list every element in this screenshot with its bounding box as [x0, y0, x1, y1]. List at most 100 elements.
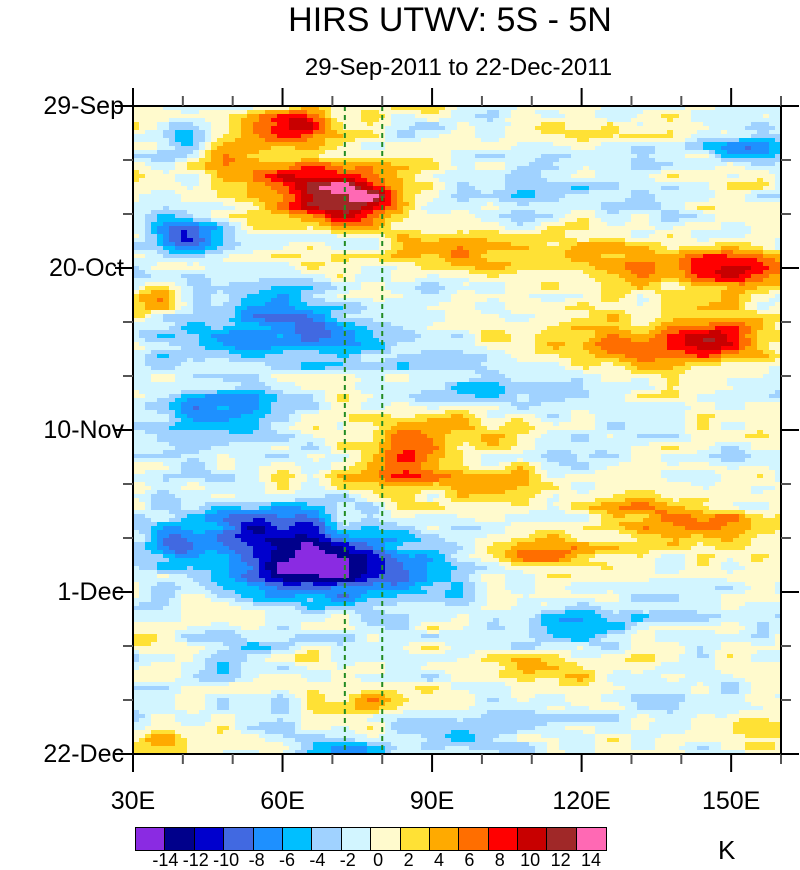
- heatmap-cell: [307, 118, 314, 123]
- heatmap-cell: [469, 222, 476, 227]
- heatmap-cell: [361, 238, 368, 243]
- heatmap-cell: [325, 218, 332, 223]
- heatmap-cell: [733, 110, 740, 115]
- heatmap-cell: [343, 246, 350, 251]
- heatmap-cell: [709, 146, 716, 151]
- heatmap-cell: [289, 222, 296, 227]
- heatmap-cell: [535, 110, 542, 115]
- heatmap-cell: [361, 138, 368, 143]
- heatmap-cell: [151, 278, 158, 283]
- heatmap-cell: [679, 166, 686, 171]
- heatmap-cell: [703, 214, 710, 219]
- heatmap-cell: [505, 134, 512, 139]
- heatmap-cell: [337, 218, 344, 223]
- heatmap-cell: [775, 198, 782, 203]
- heatmap-cell: [553, 238, 560, 243]
- heatmap-cell: [361, 198, 368, 203]
- heatmap-cell: [733, 150, 740, 155]
- heatmap-cell: [589, 158, 596, 163]
- heatmap-cell: [499, 198, 506, 203]
- heatmap-cell: [409, 130, 416, 135]
- heatmap-cell: [415, 194, 422, 199]
- heatmap-cell: [385, 266, 392, 271]
- heatmap-cell: [481, 222, 488, 227]
- heatmap-cell: [433, 238, 440, 243]
- heatmap-cell: [421, 138, 428, 143]
- heatmap-cell: [775, 194, 782, 199]
- heatmap-cell: [331, 218, 338, 223]
- heatmap-cell: [283, 118, 290, 123]
- heatmap-cell: [697, 282, 704, 287]
- heatmap-cell: [763, 106, 770, 111]
- heatmap-cell: [673, 282, 680, 287]
- heatmap-cell: [379, 146, 386, 151]
- heatmap-cell: [691, 150, 698, 155]
- heatmap-cell: [235, 290, 242, 295]
- heatmap-cell: [367, 142, 374, 147]
- heatmap-cell: [247, 198, 254, 203]
- heatmap-cell: [631, 114, 638, 119]
- heatmap-cell: [181, 226, 188, 231]
- heatmap-cell: [427, 278, 434, 283]
- heatmap-cell: [469, 282, 476, 287]
- heatmap-cell: [307, 166, 314, 171]
- heatmap-cell: [511, 202, 518, 207]
- heatmap-cell: [727, 118, 734, 123]
- heatmap-cell: [181, 122, 188, 127]
- heatmap-cell: [295, 138, 302, 143]
- heatmap-cell: [613, 266, 620, 271]
- heatmap-cell: [625, 194, 632, 199]
- heatmap-cell: [403, 230, 410, 235]
- heatmap-cell: [373, 190, 380, 195]
- heatmap-cell: [355, 130, 362, 135]
- heatmap-cell: [199, 254, 206, 259]
- heatmap-cell: [601, 142, 608, 147]
- heatmap-cell: [199, 222, 206, 227]
- heatmap-cell: [457, 178, 464, 183]
- heatmap-cell: [319, 202, 326, 207]
- heatmap-cell: [259, 122, 266, 127]
- heatmap-cell: [619, 170, 626, 175]
- heatmap-cell: [343, 238, 350, 243]
- heatmap-cell: [577, 174, 584, 179]
- heatmap-cell: [451, 126, 458, 131]
- heatmap-cell: [199, 290, 206, 295]
- heatmap-cell: [355, 138, 362, 143]
- heatmap-cell: [457, 150, 464, 155]
- heatmap-cell: [331, 250, 338, 255]
- heatmap-cell: [547, 158, 554, 163]
- heatmap-cell: [595, 166, 602, 171]
- heatmap-cell: [379, 262, 386, 267]
- heatmap-cell: [601, 242, 608, 247]
- heatmap-cell: [493, 182, 500, 187]
- heatmap-cell: [469, 126, 476, 131]
- heatmap-cell: [373, 198, 380, 203]
- heatmap-cell: [451, 134, 458, 139]
- heatmap-cell: [667, 174, 674, 179]
- heatmap-cell: [571, 106, 578, 111]
- heatmap-cell: [193, 282, 200, 287]
- heatmap-cell: [187, 166, 194, 171]
- heatmap-cell: [277, 174, 284, 179]
- heatmap-cell: [637, 162, 644, 167]
- heatmap-cell: [373, 282, 380, 287]
- heatmap-cell: [685, 178, 692, 183]
- heatmap-cell: [619, 274, 626, 279]
- heatmap-cell: [343, 254, 350, 259]
- heatmap-cell: [361, 182, 368, 187]
- heatmap-cell: [643, 262, 650, 267]
- heatmap-cell: [739, 238, 746, 243]
- heatmap-cell: [271, 214, 278, 219]
- heatmap-cell: [259, 290, 266, 295]
- heatmap-cell: [415, 178, 422, 183]
- heatmap-cell: [643, 178, 650, 183]
- heatmap-cell: [733, 178, 740, 183]
- heatmap-cell: [241, 266, 248, 271]
- heatmap-cell: [289, 198, 296, 203]
- heatmap-cell: [451, 150, 458, 155]
- heatmap-cell: [223, 246, 230, 251]
- heatmap-cell: [163, 202, 170, 207]
- heatmap-cell: [355, 194, 362, 199]
- heatmap-cell: [637, 274, 644, 279]
- heatmap-cell: [643, 182, 650, 187]
